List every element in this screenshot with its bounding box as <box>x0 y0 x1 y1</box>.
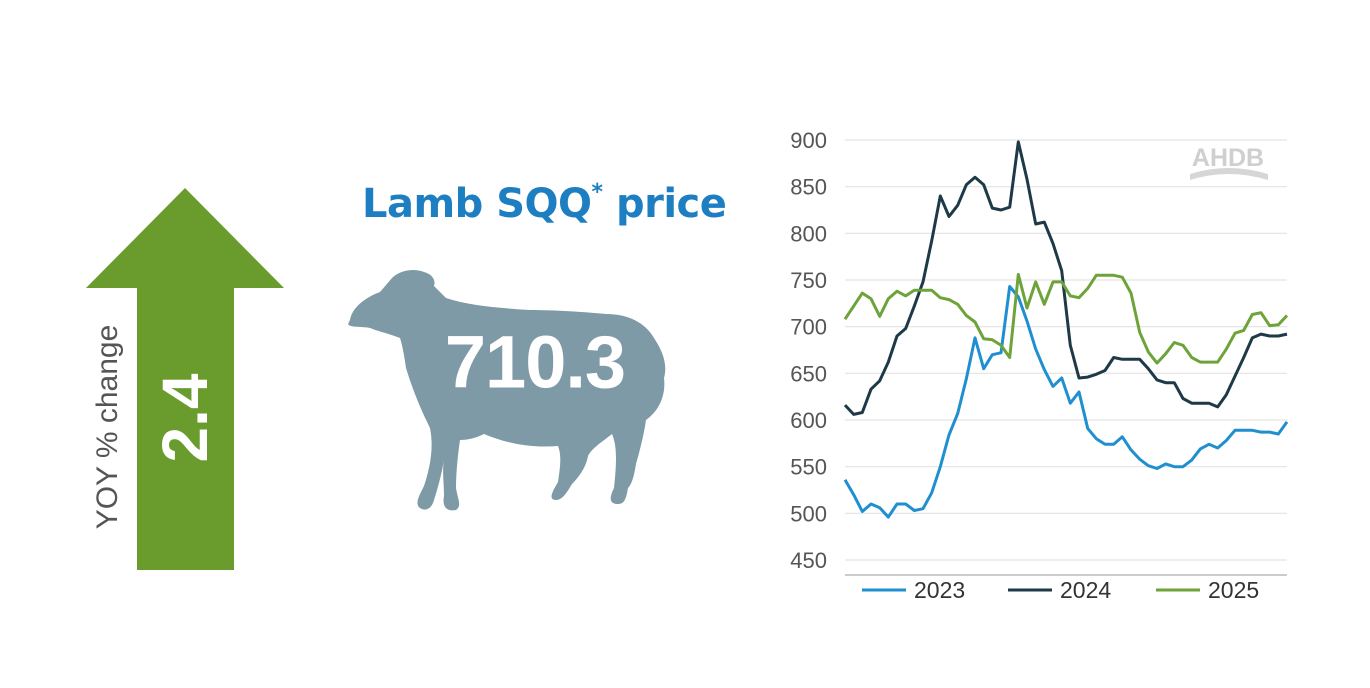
page-title: Lamb SQQ* price <box>362 180 727 227</box>
legend: 2023 2024 2025 <box>862 577 1259 603</box>
series-lines <box>843 140 1289 519</box>
y-tick-label: 500 <box>790 501 827 526</box>
ahdb-logo: AHDB <box>1190 144 1268 180</box>
title-suffix: price <box>602 181 727 227</box>
title-asterisk: * <box>591 180 604 205</box>
y-axis-ticks: 450 500 550 600 650 700 750 800 850 900 <box>790 128 827 573</box>
headline-price-value: 710.3 <box>444 320 626 404</box>
series-line-2025 <box>843 272 1289 365</box>
y-tick-label: 550 <box>790 455 827 480</box>
y-tick-label: 850 <box>790 175 827 200</box>
yoy-value: 2.4 <box>149 373 221 463</box>
y-tick-label: 450 <box>790 548 827 573</box>
y-tick-label: 650 <box>790 361 827 386</box>
y-tick-label: 900 <box>790 128 827 153</box>
gridlines <box>845 139 1287 561</box>
legend-label-2024: 2024 <box>1060 577 1111 603</box>
y-tick-label: 750 <box>790 268 827 293</box>
price-line-chart: 450 500 550 600 650 700 750 800 850 900 AHDB 2023… <box>790 128 1289 603</box>
legend-label-2025: 2025 <box>1208 577 1259 603</box>
yoy-label: YOY % change <box>91 324 124 530</box>
y-tick-label: 700 <box>790 315 827 340</box>
ahdb-logo-text: AHDB <box>1192 144 1264 172</box>
series-line-2023 <box>843 285 1289 519</box>
series-line-2024 <box>843 140 1288 416</box>
legend-label-2023: 2023 <box>914 577 965 603</box>
sheep-icon <box>348 270 666 511</box>
y-tick-label: 800 <box>790 221 827 246</box>
ahdb-logo-swoosh-icon <box>1190 168 1268 180</box>
yoy-up-arrow-icon <box>86 188 284 570</box>
title-main: Lamb SQQ <box>362 181 592 227</box>
y-tick-label: 600 <box>790 408 827 433</box>
